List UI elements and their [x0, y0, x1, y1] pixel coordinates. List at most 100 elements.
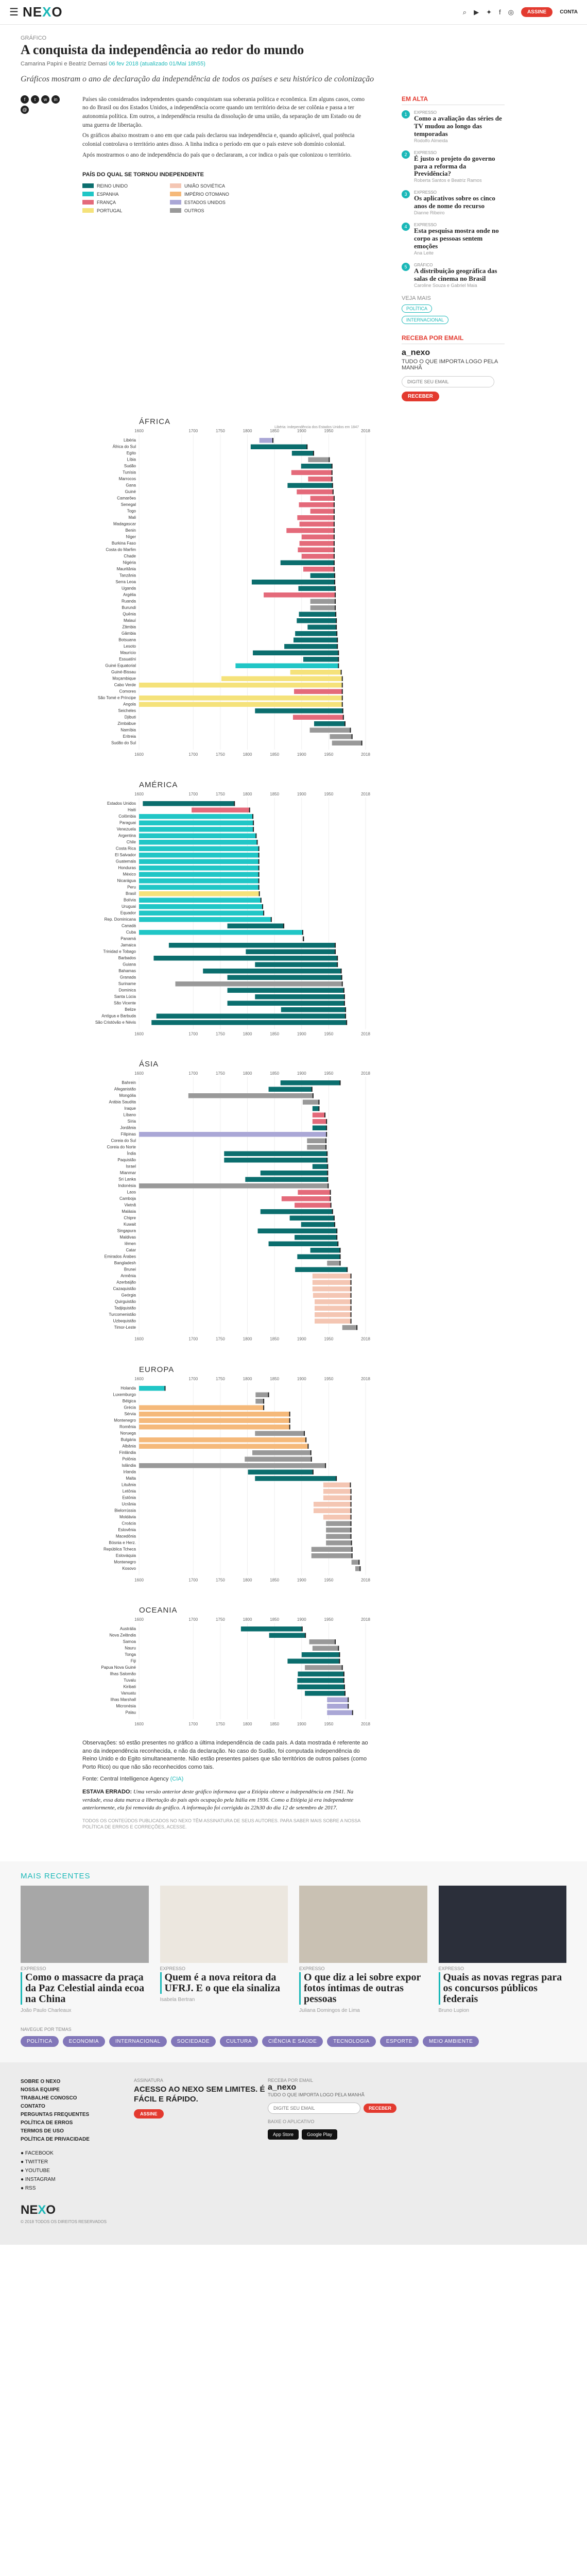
- colonial-period-bar[interactable]: [286, 528, 334, 533]
- colonial-period-bar[interactable]: [287, 483, 333, 488]
- colonial-period-bar[interactable]: [291, 470, 332, 475]
- colonial-period-bar[interactable]: [264, 592, 336, 598]
- colonial-period-bar[interactable]: [310, 509, 334, 514]
- colonial-period-bar[interactable]: [291, 450, 314, 456]
- colonial-period-bar[interactable]: [287, 1658, 340, 1664]
- pill-internacional[interactable]: INTERNACIONAL: [402, 315, 449, 324]
- colonial-period-bar[interactable]: [139, 1424, 290, 1430]
- colonial-period-bar[interactable]: [224, 1158, 327, 1163]
- colonial-period-bar[interactable]: [139, 865, 259, 871]
- colonial-period-bar[interactable]: [355, 1566, 360, 1571]
- story-card[interactable]: EXPRESSO Quem é a nova reitora da UFRJ. …: [160, 1885, 288, 2013]
- twitter-icon[interactable]: ✦: [486, 8, 492, 16]
- colonial-period-bar[interactable]: [156, 1013, 346, 1019]
- colonial-period-bar[interactable]: [301, 553, 334, 559]
- topic-pill[interactable]: MEIO AMBIENTE: [422, 2036, 479, 2047]
- trending-item[interactable]: 2 EXPRESSO É justo o projeto do governo pa…: [402, 150, 505, 183]
- colonial-period-bar[interactable]: [297, 1684, 344, 1690]
- colonial-period-bar[interactable]: [323, 1495, 351, 1500]
- colonial-period-bar[interactable]: [323, 1488, 351, 1494]
- colonial-period-bar[interactable]: [297, 515, 334, 520]
- topic-pill[interactable]: ECONOMIA: [62, 2036, 106, 2047]
- colonial-period-bar[interactable]: [268, 1241, 338, 1247]
- colonial-period-bar[interactable]: [298, 586, 336, 591]
- colonial-period-bar[interactable]: [295, 631, 337, 636]
- colonial-period-bar[interactable]: [307, 624, 337, 630]
- colonial-period-bar[interactable]: [327, 1261, 340, 1266]
- colonial-period-bar[interactable]: [139, 702, 342, 707]
- footer-link[interactable]: PERGUNTAS FREQUENTES: [21, 2111, 90, 2117]
- topic-pill[interactable]: CULTURA: [220, 2036, 258, 2047]
- footer-link[interactable]: NOSSA EQUIPE: [21, 2087, 60, 2093]
- colonial-period-bar[interactable]: [305, 1691, 345, 1696]
- linkedin-icon[interactable]: in: [51, 95, 60, 104]
- story-card[interactable]: EXPRESSO O que diz a lei sobre expor fot…: [299, 1885, 427, 2013]
- footer-email-field[interactable]: [268, 2102, 360, 2114]
- colonial-period-bar[interactable]: [227, 975, 342, 980]
- pill-politica[interactable]: POLÍTICA: [402, 304, 433, 313]
- colonial-period-bar[interactable]: [326, 1521, 351, 1526]
- colonial-period-bar[interactable]: [297, 1678, 344, 1683]
- colonial-period-bar[interactable]: [139, 1183, 329, 1189]
- colonial-period-bar[interactable]: [255, 1398, 264, 1404]
- colonial-period-bar[interactable]: [292, 715, 343, 720]
- colonial-period-bar[interactable]: [312, 1274, 351, 1279]
- colonial-period-bar[interactable]: [315, 1299, 351, 1304]
- search-icon[interactable]: ⌕: [462, 8, 467, 16]
- colonial-period-bar[interactable]: [139, 846, 259, 851]
- colonial-period-bar[interactable]: [139, 872, 259, 877]
- colonial-period-bar[interactable]: [310, 573, 335, 578]
- trending-item[interactable]: 5 GRÁFICO A distribuição geográfica das sa…: [402, 263, 505, 288]
- colonial-period-bar[interactable]: [312, 1164, 328, 1170]
- footer-link[interactable]: CONTATO: [21, 2103, 45, 2109]
- topic-pill[interactable]: POLÍTICA: [21, 2036, 59, 2047]
- footer-social-link[interactable]: ● INSTAGRAM: [21, 2176, 56, 2182]
- colonial-period-bar[interactable]: [327, 1704, 349, 1709]
- colonial-period-bar[interactable]: [313, 1508, 351, 1513]
- colonial-period-bar[interactable]: [312, 1125, 327, 1131]
- colonial-period-bar[interactable]: [139, 1385, 165, 1391]
- trending-headline[interactable]: Os aplicativos sobre os cinco anos de no…: [414, 194, 495, 210]
- colonial-period-bar[interactable]: [260, 1171, 328, 1176]
- colonial-period-bar[interactable]: [221, 676, 342, 681]
- colonial-period-bar[interactable]: [307, 1138, 326, 1144]
- colonial-period-bar[interactable]: [299, 540, 334, 546]
- trending-headline[interactable]: A distribuição geográfica das salas de c…: [414, 267, 497, 283]
- colonial-period-bar[interactable]: [299, 502, 334, 507]
- colonial-period-bar[interactable]: [303, 936, 304, 941]
- colonial-period-bar[interactable]: [312, 1119, 327, 1124]
- whatsapp-icon[interactable]: w: [41, 95, 49, 104]
- colonial-period-bar[interactable]: [294, 637, 338, 642]
- colonial-period-bar[interactable]: [255, 962, 338, 967]
- story-image[interactable]: [438, 1885, 566, 1963]
- footer-link[interactable]: TERMOS DE USO: [21, 2128, 64, 2134]
- colonial-period-bar[interactable]: [302, 1099, 319, 1105]
- colonial-period-bar[interactable]: [284, 643, 338, 649]
- colonial-period-bar[interactable]: [251, 579, 335, 585]
- trending-item[interactable]: 4 EXPRESSO Esta pesquisa mostra onde no co…: [402, 223, 505, 256]
- story-image[interactable]: [160, 1885, 288, 1963]
- email-field[interactable]: [402, 376, 494, 387]
- colonial-period-bar[interactable]: [269, 1633, 306, 1638]
- colonial-period-bar[interactable]: [326, 1540, 352, 1546]
- colonial-period-bar[interactable]: [139, 1405, 264, 1410]
- colonial-period-bar[interactable]: [250, 444, 307, 449]
- menu-icon[interactable]: ☰: [9, 7, 19, 18]
- facebook-icon[interactable]: f: [498, 8, 501, 16]
- colonial-period-bar[interactable]: [295, 1202, 331, 1208]
- trending-headline[interactable]: Como a avaliação das séries de TV mudou …: [414, 114, 502, 138]
- colonial-period-bar[interactable]: [327, 1710, 353, 1716]
- colonial-period-bar[interactable]: [139, 910, 264, 916]
- colonial-period-bar[interactable]: [255, 1476, 337, 1481]
- footer-social-link[interactable]: ● FACEBOOK: [21, 2150, 54, 2156]
- colonial-period-bar[interactable]: [290, 669, 341, 675]
- story-card[interactable]: EXPRESSO Como o massacre da praça da Paz…: [21, 1885, 149, 2013]
- colonial-period-bar[interactable]: [301, 534, 334, 539]
- colonial-period-bar[interactable]: [311, 1547, 352, 1552]
- colonial-period-bar[interactable]: [297, 1254, 340, 1260]
- colonial-period-bar[interactable]: [298, 1671, 344, 1677]
- footer-social-link[interactable]: ● YOUTUBE: [21, 2167, 50, 2174]
- colonial-period-bar[interactable]: [227, 1001, 344, 1006]
- footer-link[interactable]: POLÍTICA DE ERROS: [21, 2120, 73, 2126]
- colonial-period-bar[interactable]: [298, 1190, 331, 1195]
